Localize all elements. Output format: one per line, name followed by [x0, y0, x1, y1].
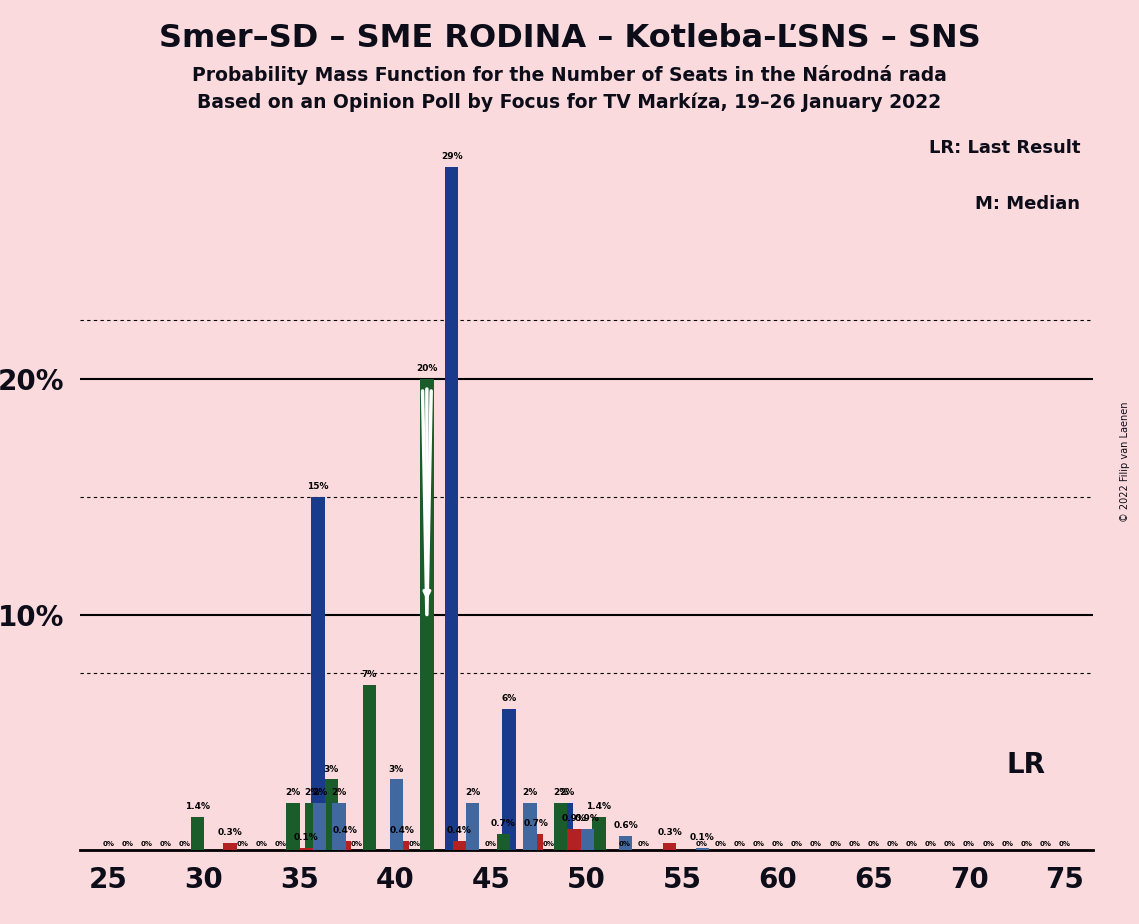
- Text: 0%: 0%: [1001, 841, 1014, 846]
- Text: 0.7%: 0.7%: [524, 819, 548, 828]
- Text: Smer–SD – SME RODINA – Kotleba-ĽSNS – SNS: Smer–SD – SME RODINA – Kotleba-ĽSNS – SN…: [158, 23, 981, 55]
- Text: 0.9%: 0.9%: [562, 814, 587, 823]
- Text: Probability Mass Function for the Number of Seats in the Národná rada: Probability Mass Function for the Number…: [192, 65, 947, 85]
- Bar: [338, 841, 351, 850]
- Text: 29%: 29%: [441, 152, 462, 162]
- Text: 0%: 0%: [542, 841, 555, 846]
- Bar: [524, 803, 536, 850]
- Text: 0%: 0%: [1040, 841, 1051, 846]
- Bar: [223, 843, 237, 850]
- Bar: [567, 829, 581, 850]
- Bar: [286, 803, 300, 850]
- Text: 0%: 0%: [886, 841, 899, 846]
- Bar: [581, 829, 595, 850]
- Text: 0%: 0%: [1021, 841, 1032, 846]
- Text: 2%: 2%: [554, 788, 568, 797]
- Text: LR: LR: [1007, 751, 1046, 779]
- Text: 0%: 0%: [944, 841, 956, 846]
- Text: 0.9%: 0.9%: [575, 814, 600, 823]
- Text: 0%: 0%: [638, 841, 650, 846]
- Text: 0%: 0%: [255, 841, 268, 846]
- Text: 0%: 0%: [103, 841, 114, 846]
- Text: 0%: 0%: [122, 841, 133, 846]
- Bar: [390, 780, 403, 850]
- Bar: [466, 803, 480, 850]
- Bar: [311, 497, 325, 850]
- Bar: [592, 817, 606, 850]
- Text: 0%: 0%: [179, 841, 191, 846]
- Bar: [620, 836, 632, 850]
- Text: 0%: 0%: [753, 841, 764, 846]
- Text: 2%: 2%: [465, 788, 481, 797]
- Bar: [395, 841, 409, 850]
- Text: 0.1%: 0.1%: [690, 833, 714, 842]
- Text: 0.3%: 0.3%: [218, 828, 243, 837]
- Bar: [325, 780, 338, 850]
- Bar: [333, 803, 345, 850]
- Text: 0%: 0%: [772, 841, 784, 846]
- Text: Based on an Opinion Poll by Focus for TV Markíza, 19–26 January 2022: Based on an Opinion Poll by Focus for TV…: [197, 92, 942, 112]
- Text: 3%: 3%: [323, 764, 339, 773]
- Bar: [363, 686, 376, 850]
- Text: M: Median: M: Median: [975, 196, 1080, 213]
- Text: 0%: 0%: [790, 841, 803, 846]
- Text: 0%: 0%: [485, 841, 497, 846]
- Bar: [554, 803, 567, 850]
- Text: 6%: 6%: [501, 694, 517, 703]
- Text: 0.3%: 0.3%: [657, 828, 682, 837]
- Text: 0%: 0%: [1059, 841, 1071, 846]
- Text: 1.4%: 1.4%: [185, 802, 210, 811]
- Text: 0%: 0%: [906, 841, 918, 846]
- Text: 1.4%: 1.4%: [587, 802, 612, 811]
- Bar: [305, 803, 319, 850]
- Text: 3%: 3%: [388, 764, 404, 773]
- Text: 0%: 0%: [849, 841, 860, 846]
- Text: LR: Last Result: LR: Last Result: [928, 139, 1080, 157]
- Text: 0%: 0%: [351, 841, 363, 846]
- Text: 0.4%: 0.4%: [390, 826, 415, 834]
- Bar: [445, 167, 458, 850]
- Bar: [696, 847, 708, 850]
- Text: 0%: 0%: [925, 841, 937, 846]
- Text: © 2022 Filip van Laenen: © 2022 Filip van Laenen: [1121, 402, 1130, 522]
- Text: 0%: 0%: [618, 841, 631, 846]
- Text: 7%: 7%: [362, 671, 377, 679]
- Text: 2%: 2%: [559, 788, 574, 797]
- Text: 0.1%: 0.1%: [294, 833, 319, 842]
- Text: 0%: 0%: [159, 841, 172, 846]
- Bar: [559, 803, 573, 850]
- Bar: [663, 843, 677, 850]
- Text: 20%: 20%: [416, 364, 437, 373]
- Text: 0%: 0%: [274, 841, 287, 846]
- Bar: [190, 817, 204, 850]
- Text: 0%: 0%: [409, 841, 420, 846]
- Text: 15%: 15%: [308, 482, 329, 491]
- Text: 0.6%: 0.6%: [614, 821, 638, 830]
- Text: 0%: 0%: [868, 841, 879, 846]
- Text: 0%: 0%: [964, 841, 975, 846]
- Text: 0%: 0%: [714, 841, 727, 846]
- Text: 2%: 2%: [304, 788, 320, 797]
- Text: 0%: 0%: [734, 841, 746, 846]
- Text: 0.4%: 0.4%: [333, 826, 357, 834]
- Text: 2%: 2%: [331, 788, 346, 797]
- Text: 0%: 0%: [982, 841, 994, 846]
- Text: 0.7%: 0.7%: [491, 819, 516, 828]
- Bar: [300, 847, 313, 850]
- Text: 0.4%: 0.4%: [446, 826, 472, 834]
- Text: 2%: 2%: [286, 788, 301, 797]
- Bar: [420, 379, 434, 850]
- Text: 2%: 2%: [523, 788, 538, 797]
- Bar: [497, 833, 510, 850]
- Text: 0%: 0%: [829, 841, 842, 846]
- Text: 0%: 0%: [810, 841, 822, 846]
- Text: 0%: 0%: [141, 841, 153, 846]
- Bar: [313, 803, 327, 850]
- Bar: [452, 841, 466, 850]
- Bar: [530, 833, 542, 850]
- Text: 0%: 0%: [236, 841, 248, 846]
- Text: 0%: 0%: [695, 841, 707, 846]
- Text: 2%: 2%: [312, 788, 327, 797]
- Bar: [502, 709, 516, 850]
